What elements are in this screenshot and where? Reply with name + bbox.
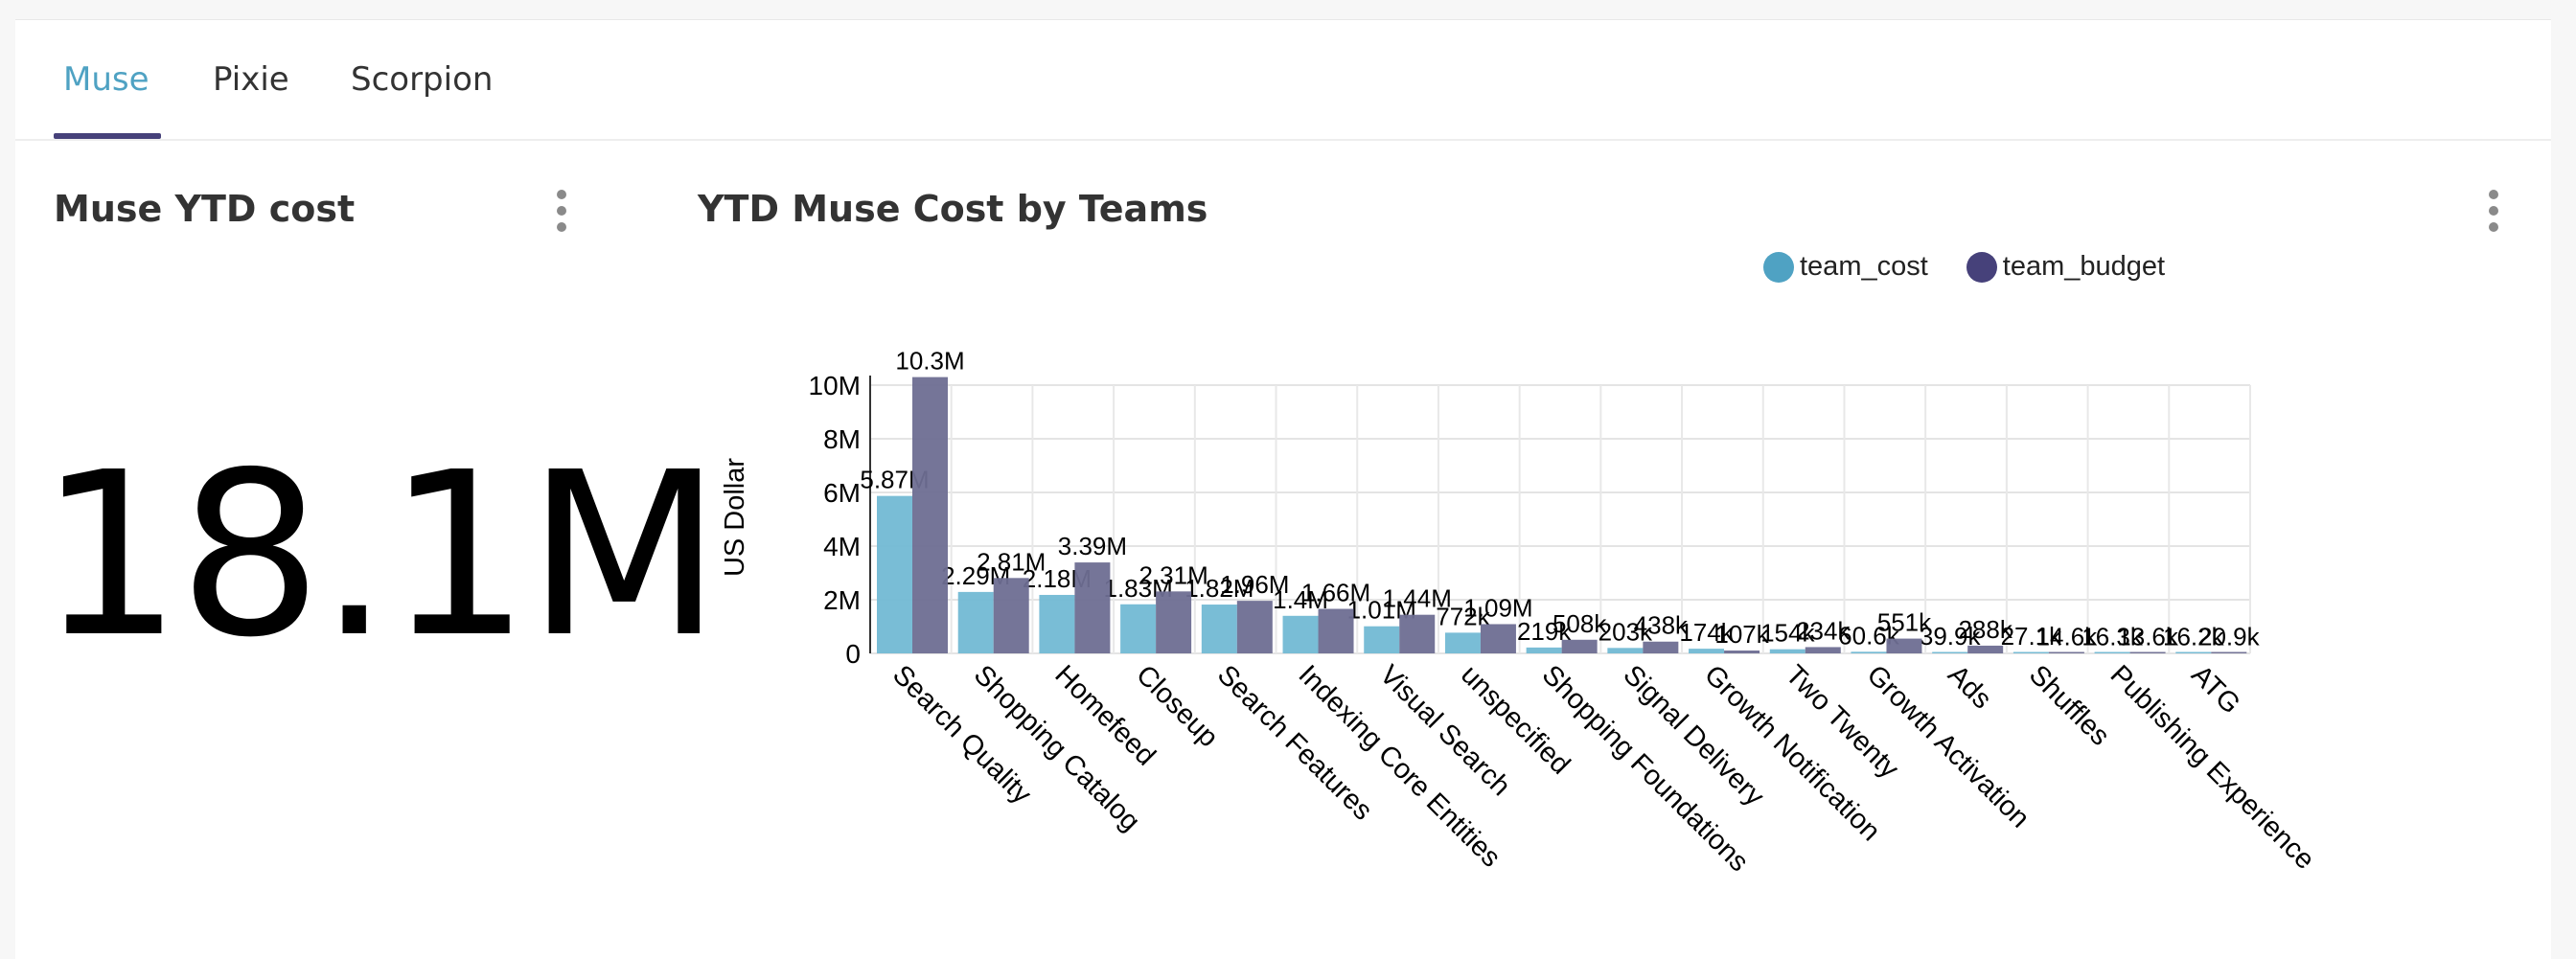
- data-label-team_cost: 1.82M: [1184, 574, 1254, 603]
- bar-team_cost: [877, 495, 912, 653]
- x-tick-label: ATG: [2185, 659, 2245, 719]
- data-label-team_cost: 16.3k: [2082, 623, 2144, 651]
- data-label-team_cost: 203k: [1598, 617, 1653, 646]
- y-tick-label: 6M: [823, 478, 861, 508]
- data-label-team_budget: 1.96M: [1220, 570, 1289, 599]
- legend-label-team-budget: team_budget: [2002, 251, 2166, 282]
- bar-team_budget: [1074, 562, 1111, 653]
- y-tick-label: 4M: [823, 532, 861, 561]
- bar-team_cost: [1039, 594, 1075, 653]
- bar-team_budget: [1967, 645, 2004, 653]
- chart-more-menu-icon[interactable]: [2482, 188, 2505, 234]
- bar-team_cost: [2012, 651, 2049, 653]
- bar-team_cost: [1526, 647, 1562, 653]
- x-tick-label: Search Quality: [886, 659, 1037, 810]
- bar-team_budget: [1480, 624, 1516, 653]
- bar-team_cost: [1689, 649, 1725, 653]
- tab-bar: Muse Pixie Scorpion: [15, 20, 2551, 141]
- bar-team_cost: [2175, 651, 2212, 653]
- bar-team_cost: [1364, 626, 1400, 653]
- bar-team_budget: [1236, 601, 1273, 653]
- data-label-team_budget: 2.81M: [977, 547, 1046, 576]
- bar-team_budget: [2211, 651, 2247, 653]
- bar-team_cost: [2094, 651, 2130, 653]
- legend-swatch-team-cost: [1763, 251, 1794, 283]
- bar-team_cost: [1769, 649, 1806, 653]
- bar-team_cost: [1120, 604, 1157, 653]
- data-label-team_budget: 508k: [1552, 609, 1607, 638]
- bar-team_budget: [1805, 647, 1841, 653]
- bar-team_cost: [1932, 651, 1968, 653]
- bar-team_cost: [1282, 615, 1319, 653]
- dashboard-card: Muse Pixie Scorpion: [15, 19, 2551, 959]
- y-tick-label: 0: [845, 639, 861, 669]
- legend-label-team-cost: team_cost: [1800, 251, 1928, 282]
- x-tick-label: Ads: [1942, 659, 1997, 715]
- bar-team_cost: [1444, 632, 1481, 653]
- y-tick-label: 2M: [823, 585, 861, 615]
- chart-title: YTD Muse Cost by Teams: [698, 188, 1208, 230]
- bar-team_budget: [993, 578, 1029, 653]
- data-label-team_cost: 39.9k: [1920, 622, 1982, 651]
- bar-team_cost: [1851, 651, 1887, 653]
- data-label-team_cost: 27.1k: [2001, 622, 2063, 651]
- bar-team_budget: [1399, 614, 1436, 653]
- data-label-team_cost: 16.2k: [2163, 623, 2225, 651]
- data-label-team_budget: 1.09M: [1463, 593, 1532, 622]
- legend-swatch-team-budget: [1966, 251, 1997, 283]
- bar-team_budget: [1561, 639, 1598, 653]
- active-tab-indicator: [54, 133, 161, 139]
- x-tick-label: Signal Delivery: [1617, 659, 1770, 812]
- bar-team_budget: [2048, 651, 2084, 653]
- bar-team_cost: [1607, 648, 1644, 653]
- tab-scorpion[interactable]: Scorpion: [351, 60, 494, 99]
- kpi-more-menu-icon[interactable]: [550, 188, 573, 234]
- bar-team_budget: [1724, 651, 1760, 653]
- y-tick-label: 8M: [823, 424, 861, 454]
- data-label-team_budget: 3.39M: [1058, 532, 1127, 560]
- kpi-value: 18.1M: [38, 423, 722, 687]
- x-tick-label: Shuffles: [2023, 659, 2115, 751]
- bar-team_budget: [1643, 641, 1679, 653]
- data-label-team_cost: 154k: [1760, 619, 1815, 648]
- x-tick-label: Search Features: [1211, 659, 1378, 826]
- y-axis-title: US Dollar: [720, 458, 750, 577]
- data-label-team_budget: 20.9k: [2198, 622, 2261, 651]
- data-label-team_budget: 1.44M: [1383, 584, 1452, 613]
- bar-team_budget: [912, 377, 948, 653]
- kpi-title: Muse YTD cost: [54, 188, 356, 230]
- bar-team_budget: [2129, 651, 2166, 653]
- y-tick-label: 10M: [809, 371, 861, 400]
- data-label-team_budget: 1.66M: [1301, 579, 1370, 607]
- bar-team_cost: [1201, 605, 1237, 653]
- data-label-team_budget: 107k: [1714, 620, 1769, 649]
- bar-team_cost: [957, 591, 994, 653]
- data-label-team_budget: 438k: [1634, 611, 1689, 640]
- chart-legend: team_cost team_budget: [1763, 251, 2203, 283]
- tab-pixie[interactable]: Pixie: [213, 60, 289, 99]
- data-label-team_budget: 234k: [1796, 616, 1851, 645]
- tab-muse[interactable]: Muse: [63, 60, 150, 99]
- data-label-team_budget: 551k: [1877, 608, 1932, 637]
- bar-team_budget: [1156, 591, 1192, 653]
- legend-item-team-budget[interactable]: team_budget: [1966, 251, 2165, 283]
- data-label-team_budget: 14.6k: [2036, 623, 2099, 651]
- data-label-team_budget: 288k: [1958, 615, 2012, 644]
- bar-team_budget: [1886, 638, 1922, 653]
- legend-item-team-cost[interactable]: team_cost: [1763, 251, 1928, 283]
- bar-team_budget: [1318, 608, 1354, 653]
- data-label-team_budget: 10.3M: [895, 347, 964, 376]
- data-label-team_budget: 2.31M: [1138, 560, 1208, 589]
- data-label-team_cost: 174k: [1679, 618, 1734, 647]
- data-label-team_budget: 13.6k: [2117, 623, 2179, 651]
